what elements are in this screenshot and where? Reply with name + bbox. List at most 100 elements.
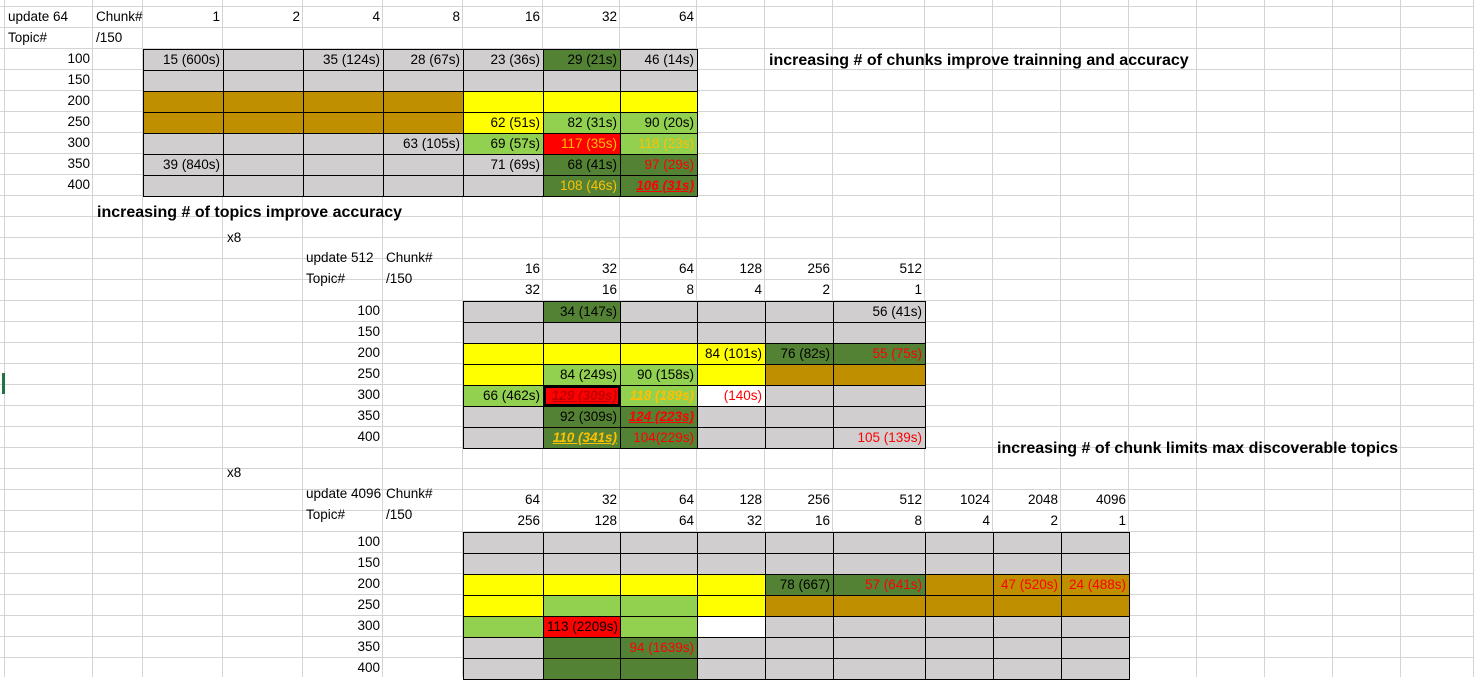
table3-chunk-header[interactable]: 32 bbox=[601, 492, 617, 507]
table3-data-cell[interactable] bbox=[620, 595, 698, 617]
table1-data-cell[interactable] bbox=[383, 91, 464, 113]
table3-data-cell[interactable] bbox=[765, 553, 834, 575]
table1-data-cell[interactable] bbox=[543, 70, 621, 92]
table2-data-cell[interactable] bbox=[833, 322, 926, 344]
table3-chunk-header[interactable]: 1024 bbox=[959, 492, 990, 507]
table3-data-cell[interactable] bbox=[463, 574, 544, 596]
table1-data-cell[interactable] bbox=[143, 112, 224, 134]
table3-data-cell[interactable] bbox=[1061, 616, 1130, 638]
table2-data-cell[interactable] bbox=[697, 322, 766, 344]
table1-topic-label[interactable]: 350 bbox=[67, 156, 90, 171]
table1-data-cell[interactable] bbox=[383, 70, 464, 92]
table2-data-cell[interactable] bbox=[620, 301, 698, 323]
table1-data-cell[interactable] bbox=[223, 112, 304, 134]
table3-per-header[interactable]: 4 bbox=[982, 513, 990, 528]
table1-data-cell[interactable] bbox=[223, 70, 304, 92]
table1-data-cell[interactable]: 108 (46s) bbox=[543, 175, 621, 197]
table3-chunk-header[interactable]: 128 bbox=[739, 492, 762, 507]
table2-data-cell[interactable] bbox=[543, 322, 621, 344]
table3-data-cell[interactable] bbox=[765, 532, 834, 554]
table3-data-cell[interactable] bbox=[620, 616, 698, 638]
table2-data-cell[interactable] bbox=[697, 301, 766, 323]
table3-chunk-header[interactable]: 64 bbox=[678, 492, 694, 507]
table3-data-cell[interactable] bbox=[833, 532, 926, 554]
table2-data-cell[interactable] bbox=[620, 322, 698, 344]
table2-data-cell[interactable] bbox=[543, 343, 621, 365]
table3-data-cell[interactable] bbox=[697, 532, 766, 554]
table2-data-cell[interactable] bbox=[765, 322, 834, 344]
t2-multiplier[interactable]: x8 bbox=[227, 230, 242, 245]
table1-chunk-header[interactable]: 4 bbox=[372, 9, 380, 24]
table2-data-cell[interactable]: 56 (41s) bbox=[833, 301, 926, 323]
table3-data-cell[interactable] bbox=[543, 637, 621, 659]
table2-data-cell[interactable]: 92 (309s) bbox=[543, 406, 621, 428]
table1-data-cell[interactable] bbox=[143, 133, 224, 155]
table1-data-cell[interactable] bbox=[223, 133, 304, 155]
table2-topic-label[interactable]: 200 bbox=[357, 345, 380, 360]
table3-topic-label[interactable]: 150 bbox=[357, 555, 380, 570]
table1-topic-label[interactable]: 100 bbox=[67, 51, 90, 66]
table2-data-cell[interactable] bbox=[833, 385, 926, 407]
table1-data-cell[interactable] bbox=[223, 91, 304, 113]
table3-data-cell[interactable]: 24 (488s) bbox=[1061, 574, 1130, 596]
table3-topic-label[interactable]: 400 bbox=[357, 660, 380, 675]
t1-update-label[interactable]: update 64 bbox=[8, 9, 69, 24]
table1-data-cell[interactable]: 69 (57s) bbox=[463, 133, 544, 155]
table1-data-cell[interactable] bbox=[383, 112, 464, 134]
table2-data-cell[interactable] bbox=[463, 343, 544, 365]
table2-per-header[interactable]: 8 bbox=[686, 282, 694, 297]
table2-topic-label[interactable]: 100 bbox=[357, 303, 380, 318]
table3-per-header[interactable]: 2 bbox=[1050, 513, 1058, 528]
table3-data-cell[interactable] bbox=[463, 637, 544, 659]
table1-data-cell[interactable] bbox=[463, 175, 544, 197]
table1-data-cell[interactable]: 62 (51s) bbox=[463, 112, 544, 134]
table3-chunk-header[interactable]: 256 bbox=[807, 492, 830, 507]
table3-data-cell[interactable] bbox=[463, 553, 544, 575]
table2-data-cell[interactable]: 105 (139s) bbox=[833, 427, 926, 449]
table1-data-cell[interactable] bbox=[463, 91, 544, 113]
table3-per-header[interactable]: 256 bbox=[517, 513, 540, 528]
table2-data-cell[interactable]: 34 (147s) bbox=[543, 301, 621, 323]
table2-data-cell[interactable] bbox=[463, 427, 544, 449]
table1-data-cell[interactable] bbox=[383, 175, 464, 197]
t3-div-label[interactable]: /150 bbox=[386, 507, 413, 522]
table3-data-cell[interactable] bbox=[765, 595, 834, 617]
table1-data-cell[interactable]: 117 (35s) bbox=[543, 133, 621, 155]
table3-topic-label[interactable]: 350 bbox=[357, 639, 380, 654]
table1-data-cell[interactable] bbox=[620, 70, 698, 92]
table1-topic-label[interactable]: 400 bbox=[67, 177, 90, 192]
table2-data-cell[interactable] bbox=[765, 427, 834, 449]
table3-data-cell[interactable] bbox=[925, 553, 994, 575]
table2-data-cell[interactable] bbox=[833, 406, 926, 428]
table3-data-cell[interactable] bbox=[543, 595, 621, 617]
table2-chunk-header[interactable]: 512 bbox=[899, 261, 922, 276]
table2-data-cell[interactable] bbox=[463, 406, 544, 428]
table1-data-cell[interactable]: 15 (600s) bbox=[143, 49, 224, 71]
table3-data-cell[interactable] bbox=[993, 595, 1062, 617]
table1-data-cell[interactable] bbox=[303, 154, 384, 176]
table1-data-cell[interactable]: 118 (23s) bbox=[620, 133, 698, 155]
table1-data-cell[interactable]: 82 (31s) bbox=[543, 112, 621, 134]
t3-update-label[interactable]: update 4096 bbox=[306, 486, 382, 501]
table3-data-cell[interactable] bbox=[925, 532, 994, 554]
table2-data-cell[interactable]: 84 (101s) bbox=[697, 343, 766, 365]
table1-data-cell[interactable]: 68 (41s) bbox=[543, 154, 621, 176]
table3-data-cell[interactable] bbox=[697, 616, 766, 638]
table3-data-cell[interactable] bbox=[925, 574, 994, 596]
table3-data-cell[interactable] bbox=[697, 637, 766, 659]
table3-data-cell[interactable]: 57 (641s) bbox=[833, 574, 926, 596]
table3-data-cell[interactable] bbox=[1061, 595, 1130, 617]
table3-data-cell[interactable] bbox=[833, 595, 926, 617]
table3-chunk-header[interactable]: 2048 bbox=[1027, 492, 1058, 507]
table2-per-header[interactable]: 1 bbox=[914, 282, 922, 297]
table1-chunk-header[interactable]: 8 bbox=[452, 9, 460, 24]
table3-chunk-header[interactable]: 512 bbox=[899, 492, 922, 507]
table1-data-cell[interactable]: 29 (21s) bbox=[543, 49, 621, 71]
t1-div-label[interactable]: /150 bbox=[96, 30, 123, 45]
t3-multiplier[interactable]: x8 bbox=[227, 465, 242, 480]
table2-topic-label[interactable]: 150 bbox=[357, 324, 380, 339]
table3-data-cell[interactable] bbox=[620, 532, 698, 554]
table3-topic-label[interactable]: 300 bbox=[357, 618, 380, 633]
table3-data-cell[interactable] bbox=[697, 553, 766, 575]
table2-data-cell[interactable] bbox=[765, 406, 834, 428]
